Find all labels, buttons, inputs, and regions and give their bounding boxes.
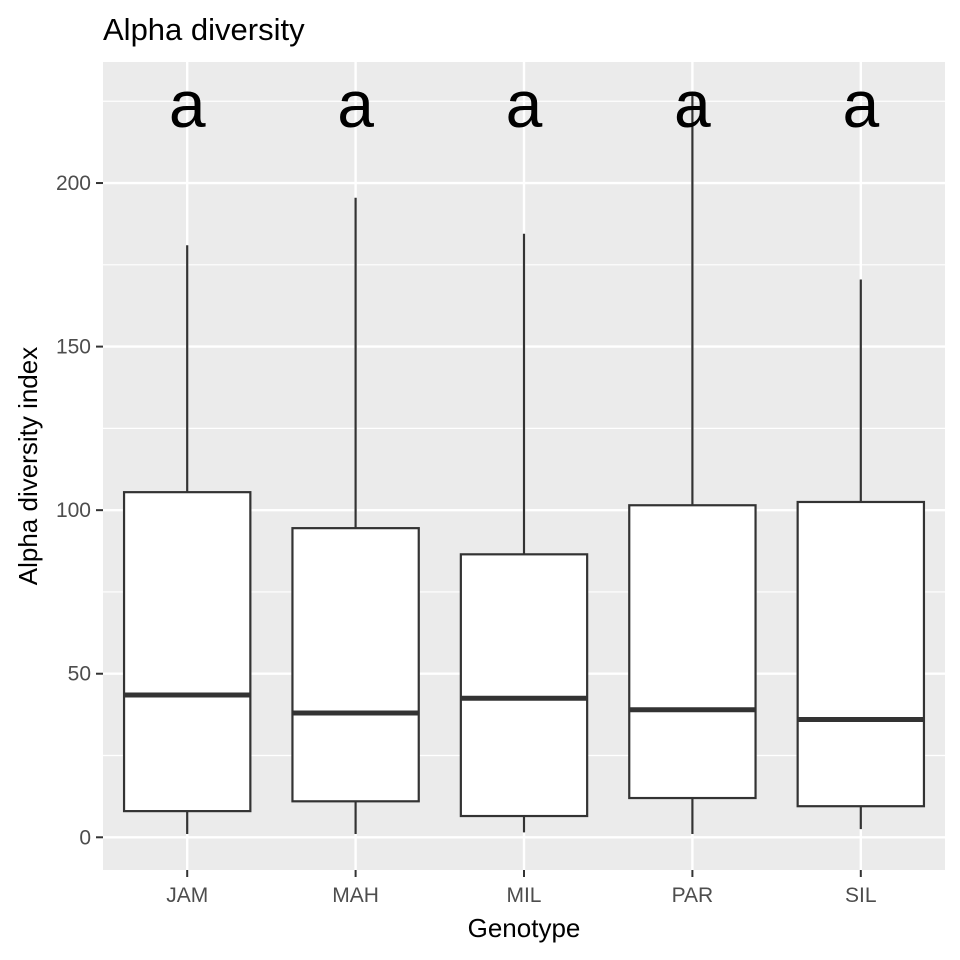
significance-letter: a <box>842 67 879 141</box>
y-tick-label: 100 <box>56 499 91 522</box>
y-tick-label: 0 <box>79 826 91 849</box>
significance-letter: a <box>169 67 206 141</box>
y-axis: 0 50 100 150 200 <box>56 172 103 849</box>
chart-title: Alpha diversity <box>103 12 305 47</box>
x-tick-label: JAM <box>166 884 208 907</box>
box-body <box>291 527 420 803</box>
box-body <box>122 491 252 813</box>
x-tick-label: MAH <box>332 884 379 907</box>
box-mah <box>291 197 420 835</box>
y-tick-label: 50 <box>68 663 91 686</box>
box-jam <box>122 245 252 835</box>
significance-letter: a <box>506 67 543 141</box>
box-mil <box>459 233 589 833</box>
significance-letter: a <box>674 67 711 141</box>
x-axis-title: Genotype <box>468 913 581 943</box>
box-body <box>628 504 757 800</box>
x-tick-label: MIL <box>506 884 541 907</box>
boxes <box>122 94 926 835</box>
x-axis: JAM MAH MIL PAR SIL <box>166 870 877 907</box>
y-tick-label: 200 <box>56 172 91 195</box>
y-tick-label: 150 <box>56 336 91 359</box>
x-tick-label: SIL <box>845 884 877 907</box>
significance-letter: a <box>337 67 374 141</box>
x-tick-label: PAR <box>672 884 714 907</box>
box-sil <box>796 279 926 830</box>
y-axis-title: Alpha diversity index <box>13 347 43 585</box>
box-par <box>628 94 757 835</box>
box-body <box>796 500 926 808</box>
box-body <box>459 553 589 818</box>
